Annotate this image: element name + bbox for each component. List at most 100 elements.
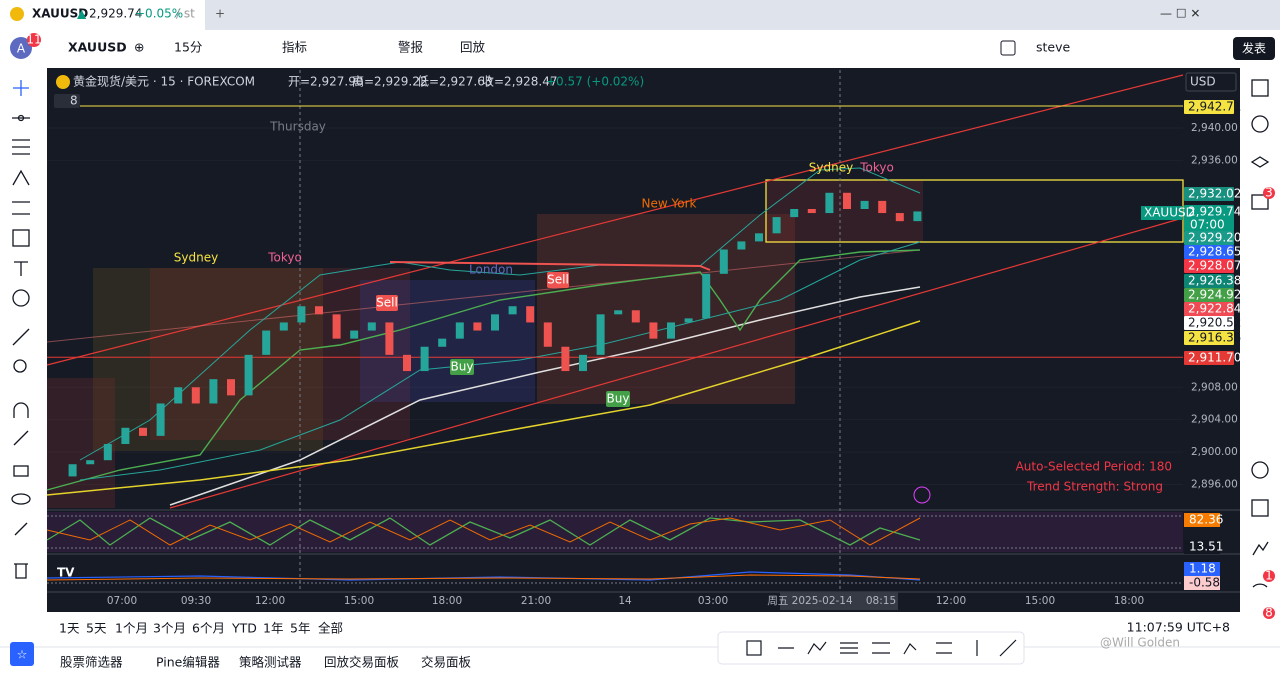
sidebar-badge-count: 8 <box>1265 606 1273 620</box>
x-tick-label: 07:00 <box>107 595 137 607</box>
price-tag-label: 2,911.70 <box>1188 351 1241 365</box>
new-tab[interactable]: + <box>215 7 225 21</box>
x-tick-label: 08:15 <box>866 595 896 607</box>
session-label: Sydney <box>809 161 853 175</box>
candle <box>209 379 218 404</box>
interval[interactable]: 15分 <box>174 40 202 55</box>
session-box <box>150 268 410 440</box>
panel-tab[interactable]: 交易面板 <box>421 655 472 670</box>
sell-label: Sell <box>547 273 569 287</box>
price-tag <box>1184 351 1234 365</box>
range-button[interactable]: 3个月 <box>153 621 186 636</box>
ma-yellow <box>46 320 921 496</box>
session-box <box>537 214 795 404</box>
legend-change: +0.57 (+0.02%) <box>546 75 644 89</box>
sidebar-badge <box>1263 187 1275 199</box>
candle <box>350 330 359 339</box>
badge-count: 11 <box>26 33 41 47</box>
oscillator-tag <box>1184 540 1220 554</box>
candle <box>843 192 851 209</box>
compare[interactable]: ⊕ <box>134 40 144 55</box>
candle <box>508 306 517 315</box>
macd-tag <box>1184 562 1220 576</box>
drawing-toolbar-icons[interactable] <box>746 639 1017 657</box>
symbol-tag-label: XAUUSD <box>1144 206 1195 220</box>
price-tag <box>1184 259 1234 273</box>
tab[interactable] <box>0 0 205 30</box>
currency: USD <box>1190 75 1216 89</box>
price-tag-label: 2,928.07 <box>1188 259 1241 273</box>
candle <box>385 322 394 355</box>
oscillator-tag-label: 13.51 <box>1189 540 1223 554</box>
avatar-letter: A <box>17 42 26 56</box>
period-label: Auto-Selected Period: 180 <box>1016 460 1172 474</box>
candle <box>543 322 552 347</box>
x-tick-label: 18:00 <box>432 595 462 607</box>
price-tag <box>1184 331 1234 345</box>
range-button[interactable]: 1年 <box>263 621 283 636</box>
band-upper <box>79 167 921 461</box>
panel-tab[interactable]: Pine编辑器 <box>156 655 220 670</box>
x-tick-label: 周五 2025-02-14 <box>767 595 853 607</box>
panel-tab[interactable]: 股票筛选器 <box>60 655 123 670</box>
range-button[interactable]: 6个月 <box>192 621 225 636</box>
sidebar-badge-count: 1 <box>1265 569 1273 583</box>
candle <box>227 379 235 396</box>
star-button[interactable] <box>10 642 34 666</box>
oscillator-tag-label: 82.36 <box>1189 513 1223 527</box>
sidebar-icons[interactable] <box>1250 79 1270 588</box>
candle <box>473 322 482 331</box>
ma-white <box>169 286 921 506</box>
indicators[interactable]: 指标 <box>282 40 307 55</box>
panel-tab[interactable]: 策略测试器 <box>239 655 302 670</box>
candle <box>262 330 271 355</box>
y-tick-label: 2,940.00 <box>1191 122 1238 134</box>
candle <box>174 387 183 404</box>
drawing-tools[interactable] <box>11 80 31 579</box>
range-button[interactable]: 全部 <box>318 621 343 636</box>
tab-symbol: XAUUSD <box>32 7 88 21</box>
range-button[interactable]: 5天 <box>86 621 107 636</box>
panel-tab[interactable]: 回放交易面板 <box>324 655 400 670</box>
user[interactable]: steve <box>1036 40 1071 55</box>
range-button[interactable]: YTD <box>231 621 257 636</box>
drawing-toolbar[interactable] <box>717 631 1025 665</box>
candle <box>315 306 323 315</box>
toolbar <box>0 30 1280 66</box>
range-button[interactable]: 1个月 <box>115 621 148 636</box>
candle <box>772 217 781 234</box>
session-box <box>93 268 323 451</box>
price-tag-label: 2,926.38 <box>1188 274 1241 288</box>
resistance-line <box>389 261 711 271</box>
legend-icon <box>56 75 70 89</box>
clock[interactable]: 11:07:59 UTC+8 <box>1127 620 1230 635</box>
indicator-toggle[interactable] <box>54 94 80 108</box>
candle <box>684 318 693 323</box>
y-tick-label: 2,908.00 <box>1191 381 1238 393</box>
currency-select[interactable] <box>1185 72 1237 92</box>
candle <box>860 200 869 209</box>
candle <box>191 387 200 404</box>
publish-button[interactable] <box>1233 37 1275 60</box>
sidebar-badge-count: 3 <box>1265 186 1273 200</box>
window-controls[interactable]: — ☐ ✕ <box>1160 7 1200 21</box>
buy-label: Buy <box>607 392 630 406</box>
session-label: Sydney <box>174 251 218 265</box>
candle <box>121 427 130 444</box>
x-tick-label: 03:00 <box>698 595 728 607</box>
checkbox[interactable] <box>1000 40 1016 56</box>
price-tag-label: 2,932.02 <box>1188 187 1241 201</box>
range-button[interactable]: 5年 <box>290 621 310 636</box>
replay[interactable]: 回放 <box>460 40 486 55</box>
sell-signal <box>547 272 569 288</box>
price-tag-label: 2,929.74 <box>1188 205 1241 219</box>
symbol-search[interactable]: XAUUSD <box>68 40 127 55</box>
session-box <box>766 180 923 242</box>
lightning-icon[interactable] <box>913 486 931 504</box>
range-button[interactable]: 1天 <box>59 621 80 636</box>
alerts[interactable]: 警报 <box>398 40 424 55</box>
avatar[interactable] <box>10 37 32 59</box>
candle <box>895 213 904 222</box>
tab-arrow: ▲ <box>77 7 87 21</box>
